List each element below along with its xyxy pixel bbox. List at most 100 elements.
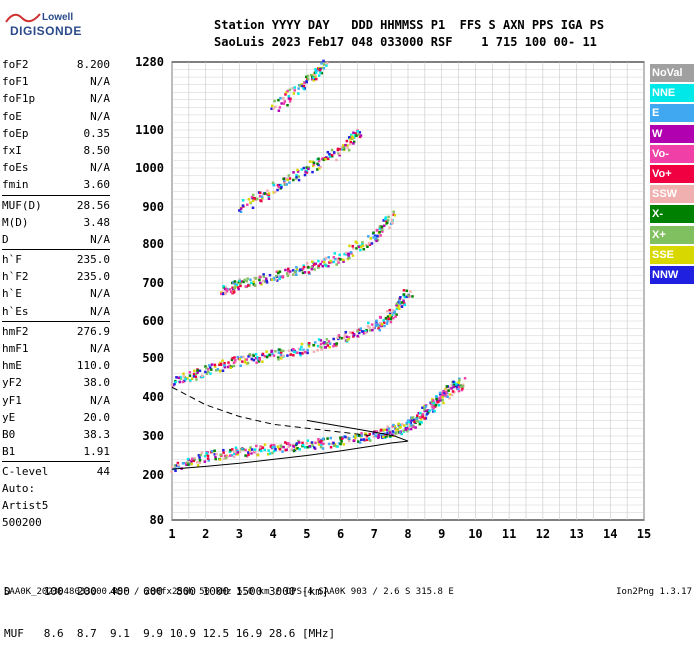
- echo-point: [430, 402, 433, 405]
- echo-point: [288, 177, 292, 180]
- echo-point: [379, 234, 382, 237]
- echo-point: [314, 70, 318, 73]
- echo-point: [443, 391, 446, 395]
- echo-point: [306, 351, 309, 355]
- echo-point: [402, 429, 405, 432]
- echo-point: [385, 322, 389, 325]
- echo-point: [297, 175, 300, 178]
- echo-point: [451, 390, 455, 393]
- echo-point: [308, 160, 312, 163]
- echo-point: [392, 423, 395, 427]
- echo-point: [411, 295, 414, 298]
- echo-point: [405, 295, 409, 298]
- echo-point: [391, 309, 395, 312]
- param-name: fmin: [2, 178, 29, 192]
- echo-point: [324, 256, 328, 260]
- echo-point: [400, 301, 404, 304]
- echo-point: [423, 409, 427, 413]
- echo-point: [277, 271, 280, 275]
- echo-point: [340, 145, 344, 149]
- echo-point: [270, 278, 274, 281]
- echo-point: [447, 389, 450, 392]
- echo-point: [377, 323, 380, 326]
- echo-point: [251, 206, 255, 210]
- echo-point: [218, 458, 222, 461]
- echo-point: [403, 303, 407, 307]
- echo-point: [440, 395, 443, 398]
- echo-point: [230, 358, 234, 362]
- echo-point: [246, 284, 250, 287]
- echo-point: [407, 420, 411, 424]
- echo-point: [284, 93, 287, 96]
- param-row: foEs N/A: [2, 159, 110, 176]
- echo-point: [259, 281, 262, 285]
- echo-point: [349, 138, 352, 141]
- echo-point: [399, 426, 402, 429]
- echo-point: [347, 253, 350, 257]
- echo-point: [179, 377, 183, 380]
- param-value: 8.50: [83, 143, 111, 157]
- echo-point: [458, 378, 461, 382]
- echo-point: [455, 383, 458, 386]
- echo-point: [206, 454, 210, 458]
- echo-point: [345, 339, 349, 342]
- echo-point: [208, 366, 212, 369]
- param-name: foE: [2, 109, 22, 123]
- echo-point: [252, 358, 256, 362]
- echo-point: [307, 167, 310, 171]
- echo-point: [394, 315, 397, 318]
- echo-point: [238, 278, 241, 281]
- echo-point: [348, 331, 352, 334]
- echo-point: [390, 218, 394, 222]
- echo-point: [305, 441, 309, 445]
- echo-point: [338, 153, 341, 157]
- echo-point: [310, 266, 313, 269]
- echo-point: [271, 104, 274, 108]
- param-row: D N/A: [2, 231, 110, 248]
- echo-point: [423, 406, 427, 410]
- echo-point: [394, 431, 398, 434]
- echo-point: [404, 428, 408, 431]
- legend-item: SSW: [650, 185, 694, 204]
- echo-point: [354, 240, 357, 244]
- echo-point: [318, 440, 321, 444]
- echo-point: [311, 444, 314, 447]
- legend-item: NoVal: [650, 64, 694, 82]
- echo-point: [266, 453, 270, 456]
- echo-point: [314, 68, 317, 71]
- echo-point: [260, 199, 263, 203]
- echo-point: [267, 193, 271, 197]
- echo-point: [386, 315, 390, 318]
- param-row: B0 38.3: [2, 426, 110, 443]
- echo-point: [312, 263, 316, 266]
- echo-point: [265, 279, 268, 283]
- echo-point: [300, 342, 304, 346]
- echo-point: [223, 287, 227, 291]
- x-tick-label: 6: [337, 527, 344, 541]
- echo-point: [287, 267, 290, 271]
- x-tick-label: 15: [637, 527, 651, 541]
- echo-point: [302, 86, 305, 90]
- echo-point: [325, 341, 329, 345]
- echo-point: [233, 450, 236, 453]
- echo-point: [265, 281, 269, 284]
- echo-point: [388, 431, 392, 434]
- y-tick-label: 800: [142, 237, 164, 251]
- echo-point: [292, 92, 296, 95]
- echo-point: [190, 377, 194, 380]
- echo-point: [257, 360, 261, 363]
- echo-point: [359, 327, 362, 330]
- echo-point: [445, 385, 449, 388]
- echo-point: [175, 376, 178, 379]
- echo-point: [272, 354, 276, 357]
- echo-point: [334, 257, 337, 261]
- echo-point: [292, 347, 295, 351]
- ionogram-chart: 1 2 3 4 5 6 7 8 9 10 11 12 13 14 158020030040050060070…: [135, 55, 651, 541]
- echo-point: [245, 358, 249, 361]
- echo-point: [234, 446, 238, 450]
- param-name: C-level: [2, 465, 49, 479]
- echo-point: [457, 381, 461, 384]
- param-row: foF1 N/A: [2, 73, 110, 90]
- echo-point: [245, 279, 248, 283]
- echo-point: [300, 84, 304, 88]
